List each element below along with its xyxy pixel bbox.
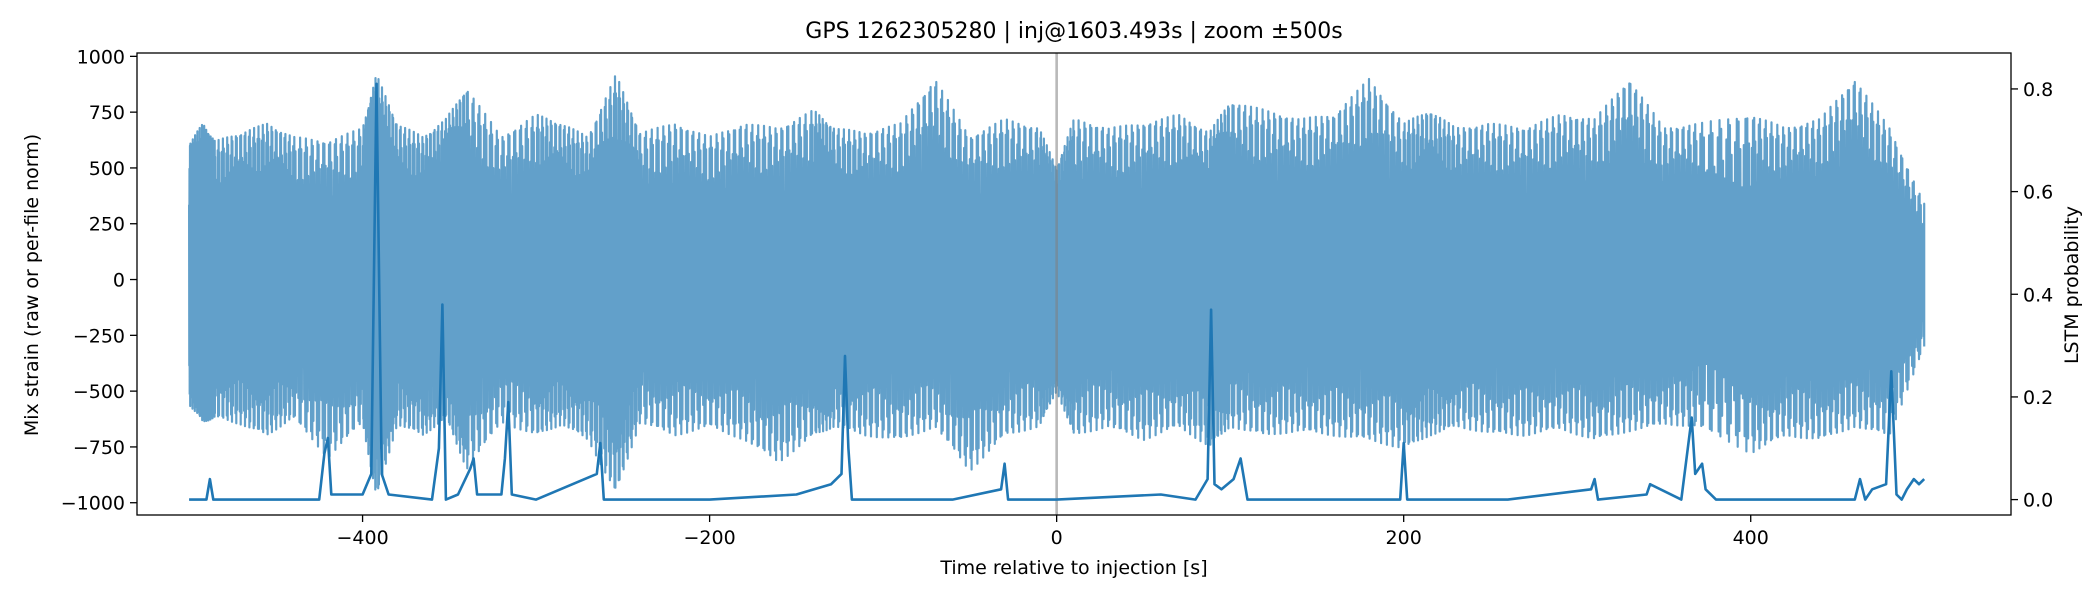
chart-title: GPS 1262305280 | inj@1603.493s | zoom ±5… [805, 19, 1342, 44]
strain-series-line [188, 75, 1926, 491]
x-tick-label: −200 [684, 527, 736, 549]
lstm-probability-series-line [189, 82, 1926, 501]
right-y-tick-label: 0.2 [2023, 387, 2053, 409]
left-y-tick-label: 1000 [77, 46, 125, 68]
left-y-tick-label: 0 [113, 270, 125, 292]
x-axis-title: Time relative to injection [s] [939, 557, 1207, 579]
x-tick-label: 0 [1051, 527, 1063, 549]
left-y-tick-label: 250 [89, 214, 125, 236]
right-y-tick-label: 0.0 [2023, 490, 2053, 512]
right-y-tick-label: 0.6 [2023, 182, 2053, 204]
x-tick-label: −400 [336, 527, 388, 549]
plot-frame [136, 52, 2012, 516]
left-y-axis-title: Mix strain (raw or per-file norm) [21, 134, 43, 436]
x-tick-label: 200 [1386, 527, 1422, 549]
plot-area [188, 53, 1926, 515]
x-tick-label: 400 [1733, 527, 1769, 549]
left-y-tick-label: −750 [73, 437, 125, 459]
left-y-tick-label: 500 [89, 158, 125, 180]
left-y-tick-label: −250 [73, 325, 125, 347]
left-y-tick-label: −1000 [61, 493, 125, 515]
right-y-tick-label: 0.8 [2023, 79, 2053, 101]
left-y-tick-label: −500 [73, 381, 125, 403]
axes: −400 −200 0 200 400 −1000 −750 −500 −250 0 250 500 7… [61, 46, 2054, 549]
left-y-tick-label: 750 [89, 102, 125, 124]
right-y-tick-label: 0.4 [2023, 284, 2053, 306]
right-y-axis-title: LSTM probability [2061, 206, 2083, 364]
